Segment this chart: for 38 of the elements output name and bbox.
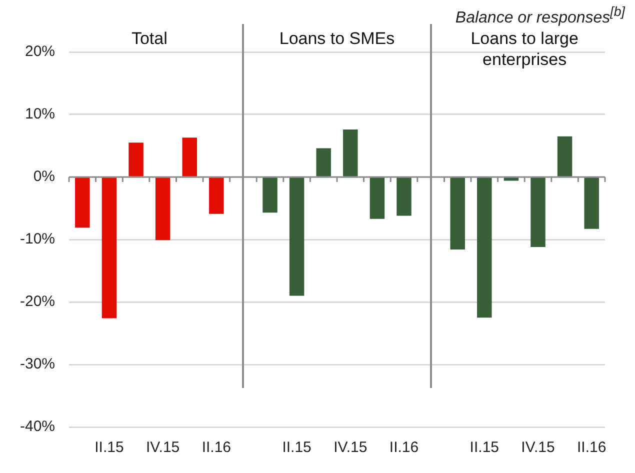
annotation: Loans to large enterprises [470, 28, 580, 70]
y-tick-label: 0% [33, 168, 56, 186]
y-tick-label: -40% [20, 418, 56, 436]
bar [343, 130, 358, 176]
x-tick-label: IV.15 [334, 439, 368, 456]
x-tick-label: II.15 [282, 439, 312, 456]
bar [584, 178, 599, 229]
bar [75, 178, 90, 228]
bar [477, 178, 492, 318]
text: Loans to SMEs [278, 28, 396, 49]
y-tick-label: -30% [20, 356, 56, 373]
bar [450, 178, 465, 250]
y-tick-label: -10% [20, 230, 56, 248]
text: Total [130, 28, 168, 49]
x-tick-label: II.16 [577, 439, 606, 456]
bar [370, 178, 385, 219]
x-tick-label: II.16 [202, 439, 232, 456]
bar [504, 178, 519, 181]
y-tick-label: 20% [24, 43, 56, 60]
bar [155, 178, 170, 240]
bar [289, 178, 304, 296]
bar [396, 178, 412, 216]
x-tick-label: II.15 [94, 439, 124, 456]
bar [316, 148, 331, 176]
y-tick-label: -20% [20, 293, 56, 310]
bar [102, 178, 117, 318]
bar [530, 178, 546, 247]
y-axis-title: Balance or responses$^{[b]}$ [455, 4, 625, 28]
bar [557, 136, 572, 176]
bar [182, 138, 197, 176]
bar [128, 142, 144, 176]
x-tick-label: IV.15 [146, 439, 180, 456]
bar [209, 178, 224, 214]
x-tick-label: IV.15 [521, 439, 555, 456]
x-tick-label: II.16 [389, 439, 419, 456]
bar [262, 178, 278, 213]
x-tick-label: II.15 [470, 439, 499, 456]
y-tick-label: 10% [24, 106, 56, 123]
